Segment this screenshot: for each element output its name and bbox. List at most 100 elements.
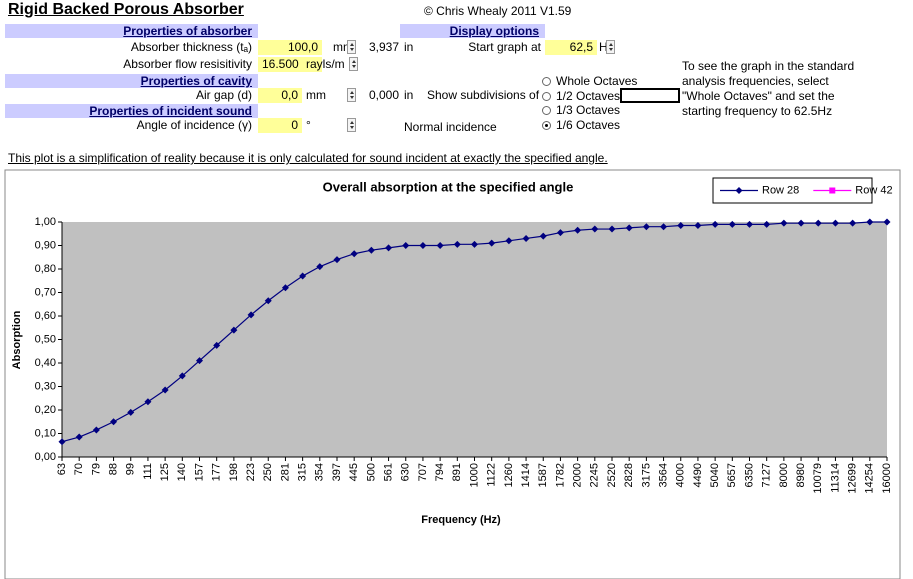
x-tick-label: 6350 <box>743 463 755 487</box>
spinner[interactable] <box>606 40 615 54</box>
radio-label[interactable]: 1/6 Octaves <box>556 117 621 132</box>
x-tick-label: 707 <box>417 463 429 481</box>
y-tick-label: 0,10 <box>35 427 56 439</box>
radio-button[interactable] <box>542 91 551 101</box>
x-tick-label: 354 <box>314 463 326 481</box>
data-point <box>110 418 118 426</box>
chart-title: Overall absorption at the specified angl… <box>323 179 574 194</box>
x-tick-label: 177 <box>211 463 223 481</box>
x-tick-label: 88 <box>107 463 119 475</box>
title: Rigid Backed Porous Absorber <box>8 1 244 18</box>
data-point <box>333 256 341 264</box>
input-cell[interactable]: 0,0 <box>258 88 302 103</box>
data-point <box>281 284 289 292</box>
spinner[interactable] <box>347 118 356 132</box>
input-cell[interactable]: 100,0 <box>258 40 322 55</box>
data-point <box>213 341 221 349</box>
x-tick-label: 315 <box>297 463 309 481</box>
note-line: starting frequency to 62.5Hz <box>682 104 833 118</box>
y-tick-label: 0,40 <box>35 357 56 369</box>
data-point <box>831 219 839 227</box>
radio-label[interactable]: Whole Octaves <box>556 74 638 88</box>
data-point <box>866 218 874 226</box>
data-point <box>453 240 461 248</box>
note-line: To see the graph in the standard <box>682 59 855 73</box>
data-point <box>196 357 203 365</box>
data-point <box>797 219 805 227</box>
radio-label[interactable]: 1/3 Octaves <box>556 103 621 117</box>
data-point <box>385 244 393 252</box>
data-point <box>849 219 857 227</box>
radio-button[interactable] <box>542 106 551 115</box>
x-tick-label: 500 <box>365 463 377 481</box>
radio-button[interactable] <box>542 77 551 86</box>
data-point <box>591 225 599 233</box>
section-heading: Properties of absorber <box>5 24 258 38</box>
data-point <box>299 272 307 280</box>
copyright: © Chris Whealy 2011 V1.59 <box>424 4 572 18</box>
x-tick-label: 7127 <box>761 463 773 487</box>
field-label: Start graph at <box>468 40 541 54</box>
data-point <box>505 237 513 245</box>
x-tick-label: 5040 <box>709 463 721 487</box>
x-tick-label: 5657 <box>726 463 738 487</box>
x-tick-label: 1782 <box>554 463 566 487</box>
x-tick-label: 4490 <box>692 463 704 487</box>
x-tick-label: 111 <box>142 463 154 480</box>
data-point <box>556 229 564 237</box>
data-point <box>230 326 238 334</box>
spinner[interactable] <box>349 57 358 71</box>
x-tick-label: 11314 <box>829 463 841 493</box>
data-point <box>92 426 100 434</box>
data-point <box>247 311 255 319</box>
section-heading: Display options <box>400 24 545 38</box>
selected-cell[interactable] <box>620 88 680 103</box>
data-point <box>75 433 83 441</box>
data-point <box>436 242 444 249</box>
data-point <box>746 220 753 228</box>
y-tick-label: 0,90 <box>35 239 56 251</box>
data-point <box>539 232 547 240</box>
input-cell[interactable]: 16.500 <box>258 57 322 72</box>
disclaimer: This plot is a simplification of reality… <box>8 151 608 165</box>
field-label: Absorber thickness (tₐ) <box>130 40 252 54</box>
radio-label[interactable]: 1/2 Octaves <box>556 88 621 103</box>
input-cell[interactable]: 62,5 <box>545 40 597 55</box>
input-cell[interactable]: 0 <box>258 118 302 133</box>
x-tick-label: 2000 <box>572 463 584 487</box>
unit: mm <box>306 88 326 102</box>
y-axis-label: Absorption <box>11 310 23 369</box>
data-point <box>660 223 668 231</box>
field-label: Absorber flow resisitivity <box>123 57 252 71</box>
data-point <box>522 234 530 242</box>
x-tick-label: 397 <box>331 463 343 481</box>
y-tick-label: 0,50 <box>35 333 56 345</box>
field-label: Angle of incidence (γ) <box>136 118 252 132</box>
data-point <box>316 263 324 271</box>
data-point <box>883 218 891 226</box>
data-point <box>814 219 822 227</box>
spinner[interactable] <box>347 88 356 102</box>
x-tick-label: 140 <box>176 463 188 481</box>
data-point <box>350 250 358 258</box>
data-point <box>367 246 375 254</box>
x-tick-label: 63 <box>56 463 68 475</box>
data-point <box>264 297 272 305</box>
section-heading: Properties of cavity <box>5 74 258 88</box>
y-tick-label: 1,00 <box>35 216 56 228</box>
x-tick-label: 12699 <box>847 463 859 494</box>
x-tick-label: 14254 <box>864 463 876 494</box>
data-point <box>780 219 788 227</box>
converted-value: 3,937 <box>369 40 400 54</box>
x-tick-label: 3564 <box>657 463 669 487</box>
legend-label: Row 42 <box>855 184 892 196</box>
radio-button[interactable] <box>542 120 551 130</box>
x-tick-label: 2520 <box>606 463 618 487</box>
x-tick-label: 794 <box>434 463 446 481</box>
x-tick-label: 70 <box>73 463 85 475</box>
x-tick-label: 16000 <box>881 463 893 494</box>
legend-label: Row 28 <box>762 184 799 196</box>
spinner[interactable] <box>347 40 356 54</box>
